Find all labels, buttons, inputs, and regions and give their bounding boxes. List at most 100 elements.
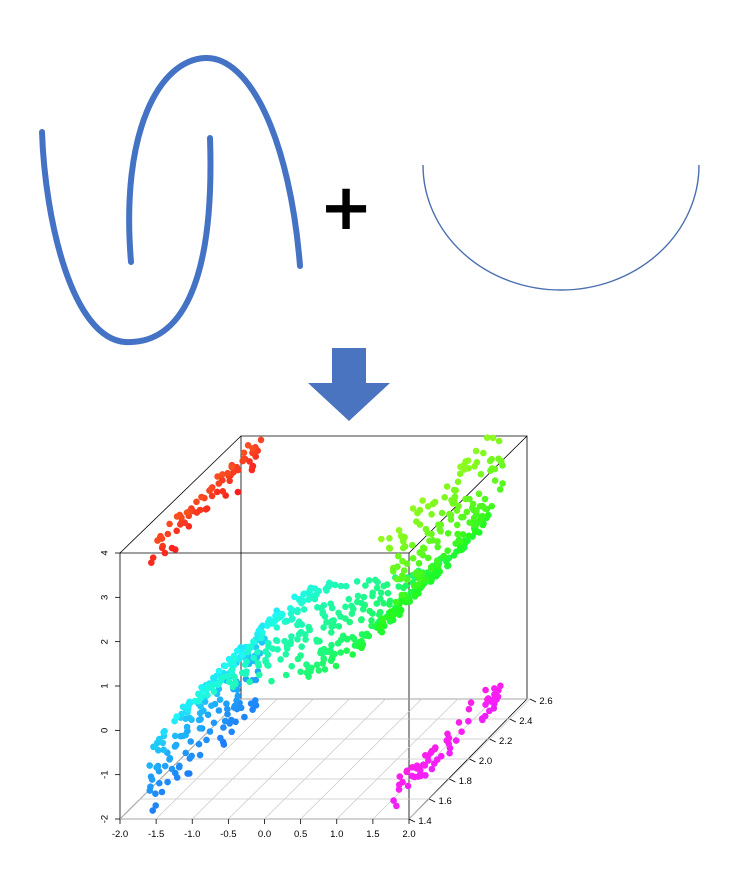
data-point [303,669,311,677]
arch-curve-shape [126,54,303,269]
data-point [217,734,224,742]
data-point [229,666,236,673]
data-point [233,647,241,655]
data-point [398,574,406,582]
data-point [268,677,275,685]
data-point [402,582,410,589]
data-point [298,643,306,650]
data-point [291,593,298,601]
data-point [392,598,400,606]
data-point [452,737,460,744]
data-point [479,502,486,510]
data-point [357,644,365,651]
data-point [283,617,291,625]
data-point [300,606,308,613]
data-point [422,752,429,759]
data-point [206,728,214,735]
data-point [491,685,498,692]
data-point [349,651,357,658]
data-point [485,511,492,519]
floor-grid [119,698,531,820]
data-point [428,511,435,518]
data-point [178,710,185,718]
x-tick-label: 1.0 [330,829,343,840]
data-point [398,591,406,599]
data-point [376,608,384,616]
data-point [372,576,379,584]
s-curve-shape [39,129,214,346]
y-tick [428,798,436,803]
data-point [228,463,235,471]
data-point [453,507,461,514]
data-point [240,449,248,457]
data-point [171,732,179,740]
data-point [160,728,167,736]
data-point [377,595,384,602]
data-point [452,487,460,494]
data-point [254,648,261,656]
data-point [210,719,218,727]
data-point [208,492,216,500]
data-point [472,447,480,455]
data-point [465,705,473,713]
data-point [247,700,255,707]
data-point [359,606,367,613]
data-point [479,716,486,724]
plus-operator: + [319,171,373,245]
data-point [481,495,489,503]
data-point [346,618,354,626]
data-point [348,610,356,617]
data-point [188,752,195,760]
z-tick-label: 4 [100,550,111,555]
data-point [491,477,499,484]
box-back-face [240,435,528,700]
data-point [248,466,256,474]
data-point [208,702,215,709]
data-point [267,619,275,626]
data-point [408,772,416,780]
data-point [214,473,221,480]
data-point [467,699,475,706]
y-axis: 1.4 1.6 1.8 2.0 2.2 2.4 2.6 [408,696,553,827]
data-point [464,457,472,465]
data-point [197,694,204,702]
data-point [390,797,397,804]
data-point [173,527,180,535]
data-point [234,692,242,700]
data-point [369,592,376,600]
data-point [366,607,374,615]
data-point [480,449,487,457]
data-point [259,629,266,636]
data-point [171,743,179,750]
data-point [416,549,424,556]
data-point [450,552,458,559]
data-point [434,557,441,564]
data-point [289,615,296,622]
data-point [424,554,432,562]
data-point [158,788,166,796]
data-point [283,645,291,652]
data-point [193,498,200,506]
data-point [224,673,231,680]
data-point [385,613,392,621]
data-point [446,510,453,518]
data-point [460,513,467,521]
data-point [409,764,416,771]
data-point [274,615,282,622]
data-point [319,610,327,617]
data-point [457,463,464,471]
data-point [175,763,183,771]
data-point [318,649,326,657]
data-point [482,686,489,694]
data-point [456,470,464,478]
data-point [344,636,351,643]
data-point [177,521,184,528]
data-point [443,737,451,744]
data-point [331,581,339,589]
data-point [294,608,301,616]
data-point [250,654,258,662]
data-point [197,703,204,710]
data-point [454,478,462,486]
data-point [183,509,191,516]
data-point [426,537,433,545]
